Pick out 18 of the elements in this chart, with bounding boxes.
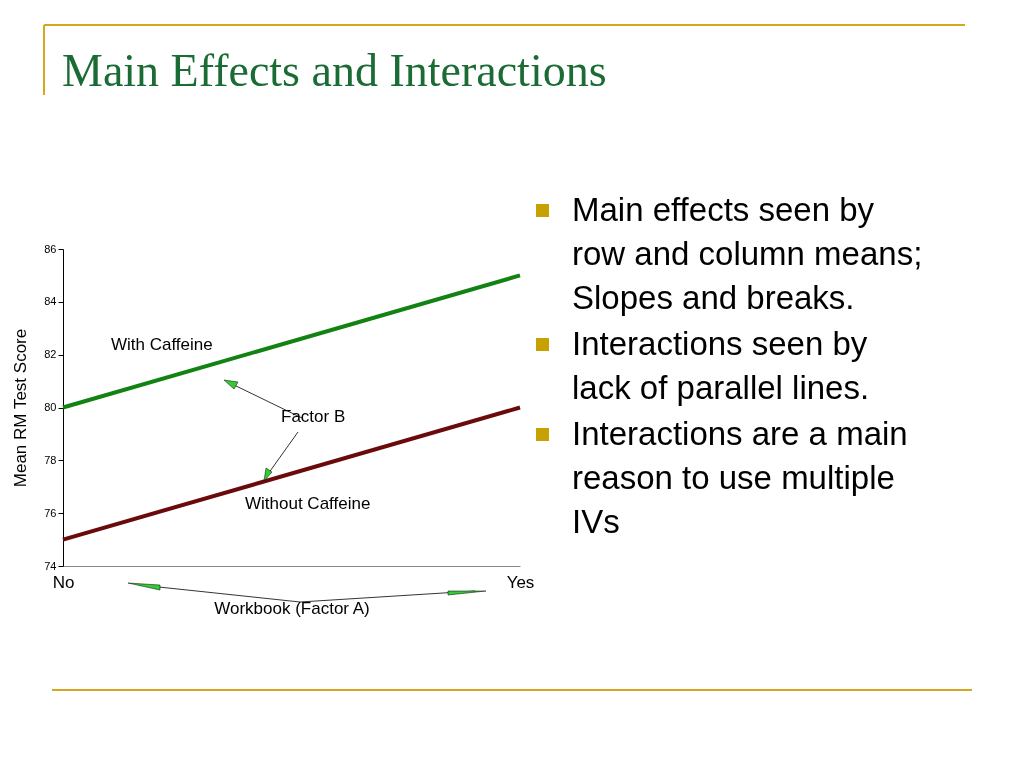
annotation: Interactions are a main reason to use multiple IVs bbox=[571, 414, 909, 542]
series-label: With Caffeine bbox=[111, 335, 213, 354]
x-tick-label: No bbox=[52, 572, 75, 592]
y-tick-label: 84 bbox=[44, 295, 57, 308]
series-label: Without Caffeine bbox=[245, 494, 371, 513]
y-tick-label: 76 bbox=[44, 506, 57, 519]
annotation: Factor B bbox=[281, 407, 346, 426]
y-tick-label: 86 bbox=[44, 242, 57, 255]
chart-title: Main Effects and Interactions bbox=[62, 44, 607, 97]
annotation: Main effects seen by row and column means; Slopes and breaks. bbox=[571, 190, 924, 318]
y-tick-label: 78 bbox=[44, 453, 57, 466]
x-axis-title: Workbook (Factor A) bbox=[214, 598, 370, 618]
annotation: Interactions seen by lack of parallel lines. bbox=[571, 324, 871, 408]
y-tick-label: 80 bbox=[44, 401, 57, 413]
x-tick-label: Yes bbox=[506, 572, 535, 592]
y-tick-label: 82 bbox=[44, 348, 57, 361]
y-axis-title: Mean RM Test Score bbox=[11, 328, 31, 488]
y-tick-label: 74 bbox=[44, 559, 57, 572]
